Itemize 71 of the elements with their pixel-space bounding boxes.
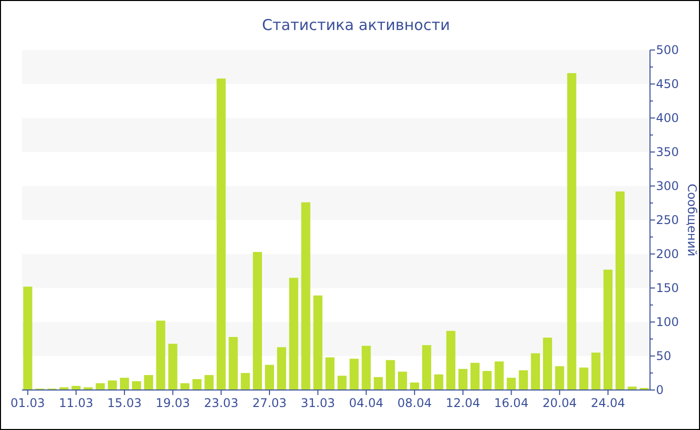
bar [144, 375, 154, 390]
x-tick-label: 24.04 [590, 396, 626, 410]
x-tick-label: 01.03 [10, 396, 45, 410]
x-tick-label: 16.04 [494, 396, 528, 410]
bar [228, 336, 238, 390]
bar [386, 360, 395, 390]
y-tick-label: 300 [656, 179, 679, 193]
y-tick-label: 200 [656, 247, 679, 261]
bar [350, 358, 359, 390]
x-tick-label: 08.04 [397, 396, 432, 410]
y-tick-label: 450 [656, 77, 679, 91]
y-tick-label: 500 [656, 43, 679, 57]
bar [289, 278, 298, 390]
bar [530, 353, 540, 390]
x-tick-label: 11.03 [58, 396, 94, 410]
x-tick-label: 12.04 [446, 396, 480, 410]
bar [555, 366, 564, 390]
bar [168, 344, 178, 390]
bar [108, 380, 117, 390]
bar [96, 383, 105, 390]
x-tick-label: 15.03 [107, 396, 142, 410]
x-tick-label: 04.04 [349, 396, 384, 410]
x-tick-label: 19.03 [156, 396, 190, 410]
bar [494, 361, 504, 390]
bar [616, 191, 625, 390]
bar [216, 78, 226, 390]
bar [277, 347, 286, 390]
bar [156, 320, 166, 390]
y-tick-label: 250 [656, 213, 679, 227]
bar [362, 346, 371, 390]
bar [458, 368, 468, 390]
bar [591, 352, 600, 390]
bar [313, 295, 322, 390]
bar [482, 370, 492, 390]
bar [192, 379, 202, 390]
x-tick-label: 27.03 [252, 396, 287, 410]
bar [579, 368, 588, 390]
y-tick-label: 100 [656, 315, 679, 329]
y-axis-title: Сообщений [685, 184, 699, 256]
chart-title: Статистика активности [262, 16, 450, 34]
bar [180, 383, 190, 390]
bar [422, 345, 432, 390]
bar [543, 338, 552, 390]
x-tick-label: 31.03 [300, 396, 336, 410]
bar [338, 376, 347, 390]
y-tick-label: 0 [656, 383, 664, 397]
x-tick-label: 20.04 [542, 396, 577, 410]
bar [120, 378, 129, 390]
bar [132, 381, 142, 390]
x-tick-label: 23.03 [204, 396, 238, 410]
bar [434, 374, 444, 390]
bar [325, 357, 334, 390]
bar [264, 364, 274, 390]
bar [398, 372, 408, 390]
bar [506, 378, 516, 390]
y-tick-label: 400 [656, 111, 679, 125]
bar [410, 382, 420, 390]
bar [301, 202, 310, 390]
bar [252, 252, 262, 390]
y-tick-label: 350 [656, 145, 679, 159]
bar [518, 370, 528, 390]
bar [23, 286, 32, 390]
bar [446, 330, 456, 390]
y-tick-label: 150 [656, 281, 679, 295]
bar [470, 362, 480, 390]
bar [204, 375, 214, 390]
bar [603, 270, 613, 390]
bar [240, 373, 250, 390]
bar [374, 377, 383, 390]
y-tick-label: 50 [656, 349, 672, 363]
bar [567, 73, 576, 390]
